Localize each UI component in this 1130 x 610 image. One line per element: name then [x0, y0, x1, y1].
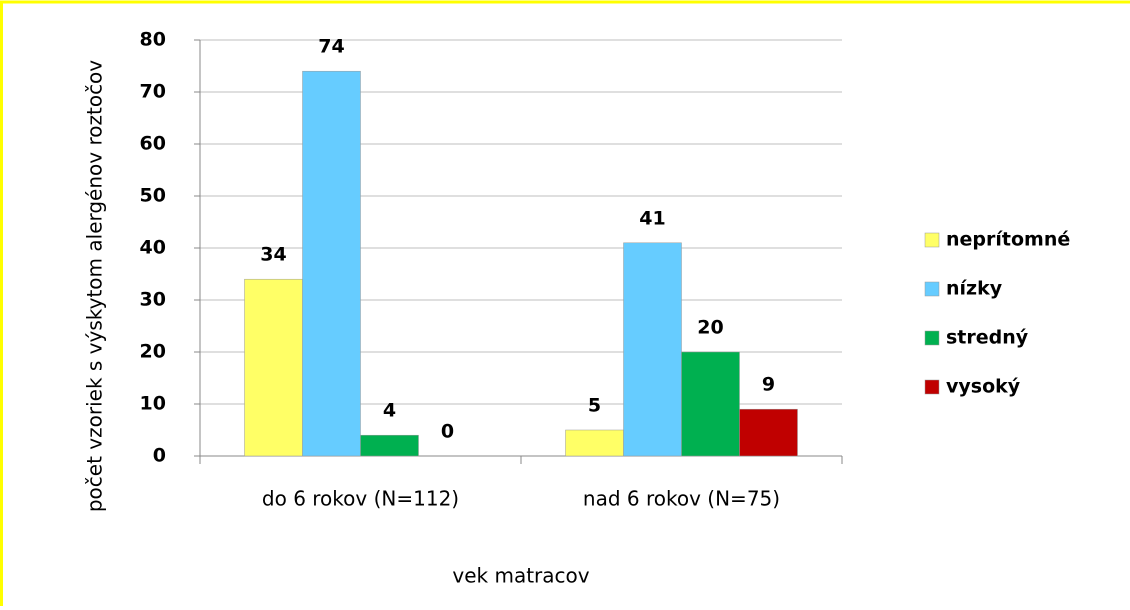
y-axis-title: počet vzoriek s výskytom alergénov rozto… — [83, 60, 107, 512]
bar — [566, 430, 624, 456]
data-label: 4 — [383, 400, 396, 422]
data-label: 41 — [639, 207, 665, 229]
x-axis-title: vek matracov — [452, 564, 589, 588]
x-tick-label: nad 6 rokov (N=75) — [583, 487, 780, 511]
legend-swatch — [925, 282, 939, 296]
data-label: 74 — [318, 36, 344, 58]
legend-swatch — [925, 331, 939, 345]
data-label: 20 — [697, 317, 723, 339]
legend-swatch — [925, 233, 939, 247]
legend-label: neprítomné — [946, 229, 1070, 251]
legend-label: vysoký — [946, 376, 1021, 398]
y-tick-label: 70 — [140, 81, 166, 103]
bar — [682, 352, 740, 456]
y-tick-label: 40 — [140, 237, 166, 259]
bar — [624, 243, 682, 456]
data-label: 0 — [441, 421, 454, 443]
x-tick-label: do 6 rokov (N=112) — [262, 487, 459, 511]
y-tick-label: 80 — [140, 29, 166, 51]
data-label: 9 — [762, 374, 775, 396]
data-label: 34 — [260, 244, 286, 266]
legend-label: stredný — [946, 327, 1029, 349]
y-tick-label: 50 — [140, 185, 166, 207]
bar — [361, 435, 419, 456]
bar — [303, 71, 361, 456]
y-tick-label: 20 — [140, 341, 166, 363]
y-tick-label: 0 — [153, 445, 166, 467]
legend-label: nízky — [946, 278, 1003, 300]
y-tick-label: 10 — [140, 393, 166, 415]
y-tick-label: 30 — [140, 289, 166, 311]
bar — [740, 409, 798, 456]
y-tick-label: 60 — [140, 133, 166, 155]
legend-swatch — [925, 380, 939, 394]
data-label: 5 — [588, 395, 601, 417]
bar — [245, 279, 303, 456]
